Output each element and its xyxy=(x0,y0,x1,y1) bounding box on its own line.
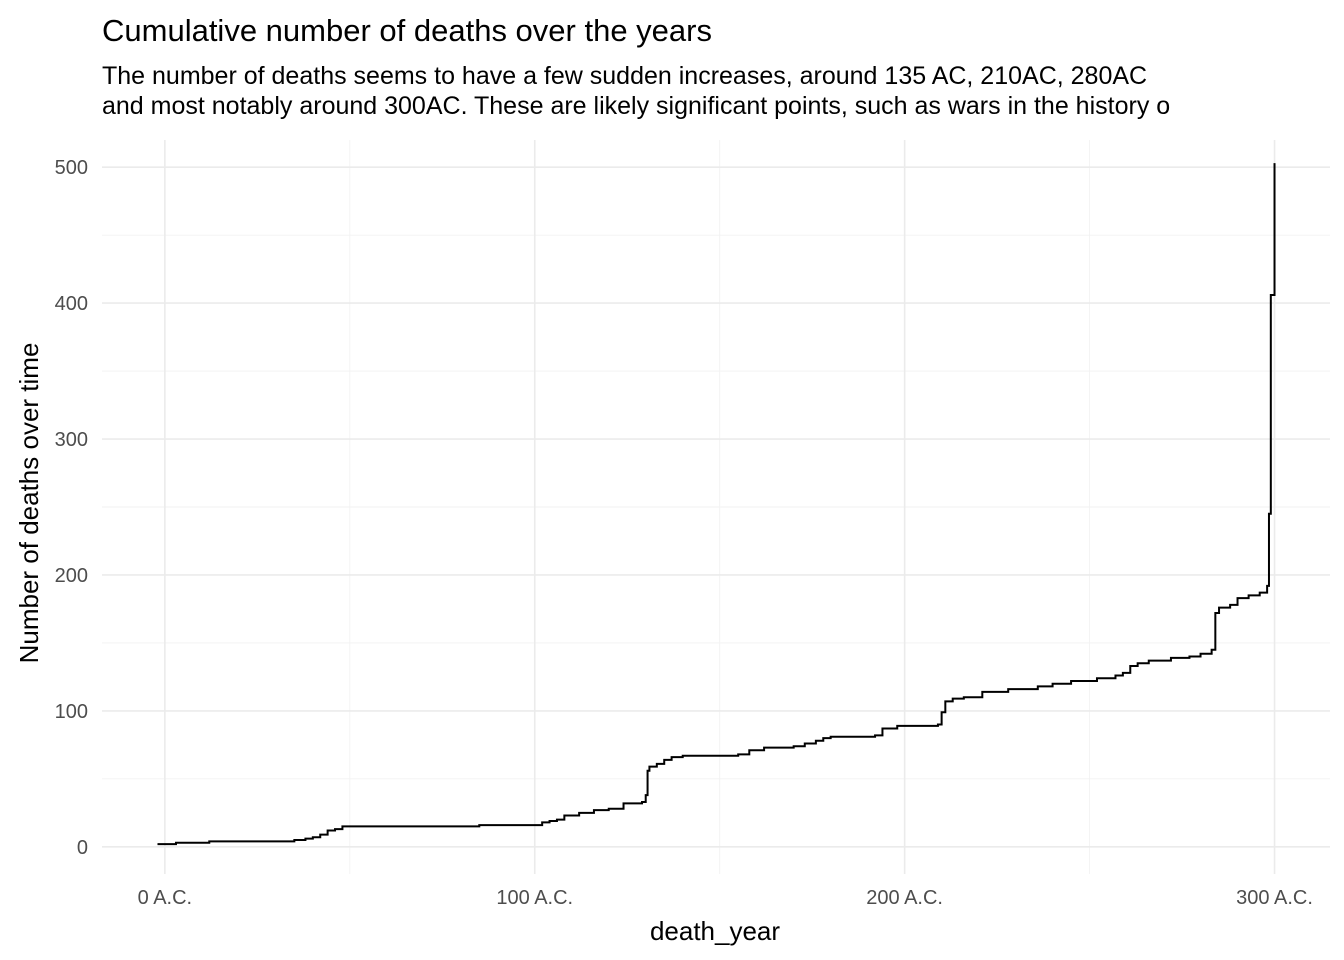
x-tick-label: 0 A.C. xyxy=(138,887,192,909)
chart-subtitle-line-2: and most notably around 300AC. These are… xyxy=(102,92,1170,120)
x-axis-title: death_year xyxy=(650,916,780,946)
chart-title: Cumulative number of deaths over the yea… xyxy=(102,13,712,48)
y-axis-title: Number of deaths over time xyxy=(14,343,44,664)
y-axis-tick-labels: 0 100 200 300 400 500 xyxy=(55,157,88,859)
y-tick-label: 0 xyxy=(77,837,88,859)
x-tick-label: 300 A.C. xyxy=(1236,887,1313,909)
data-series xyxy=(157,163,1276,846)
y-tick-label: 300 xyxy=(55,429,88,451)
x-axis-tick-labels: 0 A.C. 100 A.C. 200 A.C. 300 A.C. xyxy=(138,887,1313,909)
minor-gridlines xyxy=(102,140,1330,874)
x-tick-label: 100 A.C. xyxy=(496,887,573,909)
y-tick-label: 500 xyxy=(55,157,88,179)
y-tick-label: 100 xyxy=(55,701,88,723)
y-tick-label: 400 xyxy=(55,293,88,315)
x-tick-label: 200 A.C. xyxy=(866,887,943,909)
chart-subtitle-line-1: The number of deaths seems to have a few… xyxy=(102,62,1147,90)
cumulative-deaths-line xyxy=(157,163,1276,846)
y-tick-label: 200 xyxy=(55,565,88,587)
